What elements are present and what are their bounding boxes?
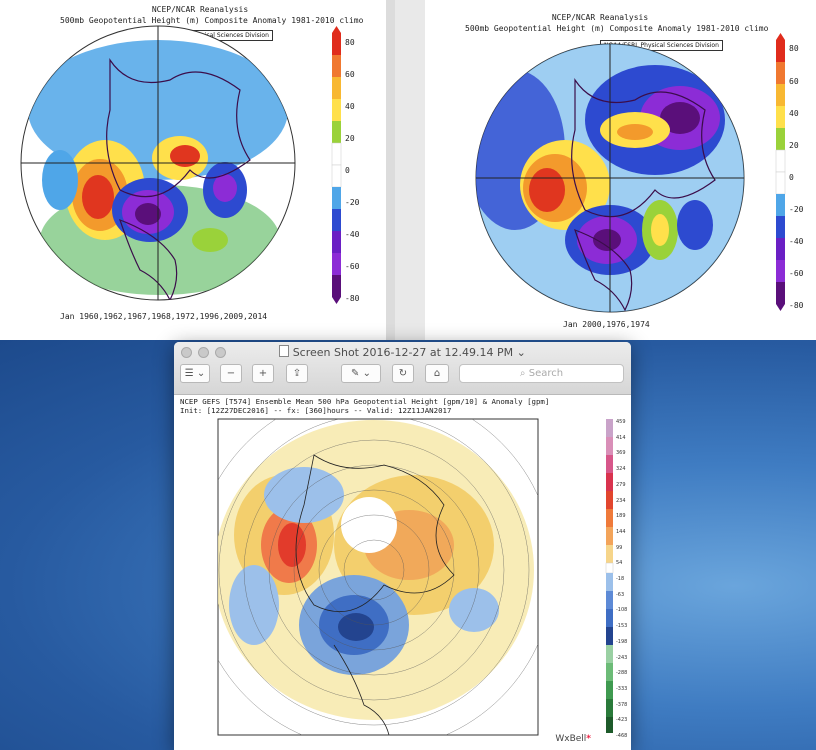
toolbox-button[interactable]: ⌂ bbox=[425, 364, 449, 383]
map-right-colorbar bbox=[775, 33, 786, 311]
search-field[interactable]: ⌕ Search bbox=[459, 364, 624, 383]
cb-label: 40 bbox=[345, 102, 355, 111]
cb-label: -80 bbox=[345, 294, 360, 303]
cb-label: -40 bbox=[789, 237, 804, 246]
panel-divider bbox=[386, 0, 395, 340]
cb-label: -40 bbox=[345, 230, 360, 239]
document-icon bbox=[279, 345, 290, 357]
zoom-out-button[interactable]: − bbox=[220, 364, 242, 383]
cb-label: 60 bbox=[345, 70, 355, 79]
cb-label: 20 bbox=[789, 141, 799, 150]
markup-button[interactable]: ✎ ⌄ bbox=[341, 364, 381, 383]
map-panel-left: NCEP/NCAR Reanalysis 500mb Geopotential … bbox=[0, 0, 386, 340]
map-left-title-line1: NCEP/NCAR Reanalysis bbox=[151, 5, 249, 14]
cb-label: 20 bbox=[345, 134, 355, 143]
map-panel-right: NCEP/NCAR Reanalysis 500mb Geopotential … bbox=[395, 0, 816, 340]
cb-label: 80 bbox=[789, 44, 799, 53]
chevron-down-icon: ⌄ bbox=[516, 346, 526, 359]
cb-label: 189 bbox=[616, 513, 626, 520]
cb-label: -60 bbox=[345, 262, 360, 271]
window-title[interactable]: Screen Shot 2016-12-27 at 12.49.14 PM ⌄ bbox=[174, 345, 631, 359]
cb-label: -153 bbox=[616, 623, 628, 630]
map-left-polar-plot bbox=[20, 25, 342, 304]
close-button[interactable] bbox=[181, 347, 192, 358]
cb-label: -378 bbox=[616, 701, 628, 708]
gefs-title-line1: NCEP GEFS [T574] Ensemble Mean 500 hPa G… bbox=[180, 397, 550, 406]
gefs-anomaly-map bbox=[217, 418, 614, 736]
cb-label: -20 bbox=[345, 198, 360, 207]
cb-label: 99 bbox=[616, 544, 623, 551]
cb-label: -288 bbox=[616, 670, 628, 677]
map-left-title: NCEP/NCAR Reanalysis 500mb Geopotential … bbox=[60, 4, 364, 26]
cb-label: 324 bbox=[616, 466, 626, 473]
cb-label: 144 bbox=[616, 528, 626, 535]
window-title-text: Screen Shot 2016-12-27 at 12.49.14 PM bbox=[292, 346, 514, 359]
map-left-dates: Jan 1960,1962,1967,1968,1972,1996,2009,2… bbox=[60, 312, 268, 321]
cb-label: 0 bbox=[345, 166, 350, 175]
cb-label: 80 bbox=[345, 38, 355, 47]
cb-label: -243 bbox=[616, 654, 628, 661]
brand-mark: * bbox=[586, 734, 591, 744]
map-left-colorbar bbox=[331, 26, 342, 304]
gefs-title-line2: Init: [12Z27DEC2016] -- fx: [360]hours -… bbox=[180, 406, 452, 415]
brand-text: WxBell bbox=[555, 734, 587, 744]
cb-label: 234 bbox=[616, 497, 626, 504]
cb-label: 40 bbox=[789, 109, 799, 118]
cb-label: -60 bbox=[789, 269, 804, 278]
cb-label: 54 bbox=[616, 560, 623, 567]
cb-label: -63 bbox=[616, 591, 625, 598]
cb-label: -468 bbox=[616, 733, 628, 740]
map-left-title-line2: 500mb Geopotential Height (m) Composite … bbox=[60, 16, 364, 25]
cb-label: 60 bbox=[789, 77, 799, 86]
sidebar-button[interactable]: ☰ ⌄ bbox=[180, 364, 210, 383]
cb-label: 414 bbox=[616, 434, 626, 441]
map-right-polar-plot bbox=[475, 33, 786, 313]
gefs-colorbar bbox=[605, 419, 614, 733]
rotate-button[interactable]: ↻ bbox=[392, 364, 414, 383]
cb-label: -20 bbox=[789, 205, 804, 214]
preview-window: Screen Shot 2016-12-27 at 12.49.14 PM ⌄ … bbox=[174, 342, 631, 750]
cb-label: 369 bbox=[616, 450, 626, 457]
panel-side-strip bbox=[395, 0, 425, 340]
map-right-title: NCEP/NCAR Reanalysis 500mb Geopotential … bbox=[465, 12, 769, 34]
cb-label: -333 bbox=[616, 685, 628, 692]
window-titlebar[interactable]: Screen Shot 2016-12-27 at 12.49.14 PM ⌄ … bbox=[174, 342, 631, 395]
cb-label: -198 bbox=[616, 638, 628, 645]
cb-label: 0 bbox=[789, 173, 794, 182]
search-icon: ⌕ bbox=[519, 368, 526, 379]
search-placeholder: Search bbox=[528, 368, 564, 379]
gefs-colorbar-labels: 459 414 369 324 279 234 189 144 99 54 -1… bbox=[616, 415, 631, 745]
wxbell-logo: WxBell* bbox=[555, 734, 591, 744]
preview-content: NCEP GEFS [T574] Ensemble Mean 500 hPa G… bbox=[174, 395, 631, 750]
cb-label: -80 bbox=[789, 301, 804, 310]
cb-label: -423 bbox=[616, 717, 628, 724]
cb-label: -18 bbox=[616, 576, 625, 583]
minimize-button[interactable] bbox=[198, 347, 209, 358]
map-right-title-line1: NCEP/NCAR Reanalysis bbox=[551, 13, 649, 22]
share-button[interactable]: ⇪ bbox=[286, 364, 308, 383]
zoom-in-button[interactable]: + bbox=[252, 364, 274, 383]
map-right-title-line2: 500mb Geopotential Height (m) Composite … bbox=[465, 24, 769, 33]
cb-label: 459 bbox=[616, 419, 626, 425]
cb-label: 279 bbox=[616, 481, 626, 488]
cb-label: -108 bbox=[616, 607, 628, 614]
map-right-dates: Jan 2000,1976,1974 bbox=[563, 320, 650, 329]
zoom-button[interactable] bbox=[215, 347, 226, 358]
gefs-figure-header: NCEP GEFS [T574] Ensemble Mean 500 hPa G… bbox=[180, 397, 549, 415]
